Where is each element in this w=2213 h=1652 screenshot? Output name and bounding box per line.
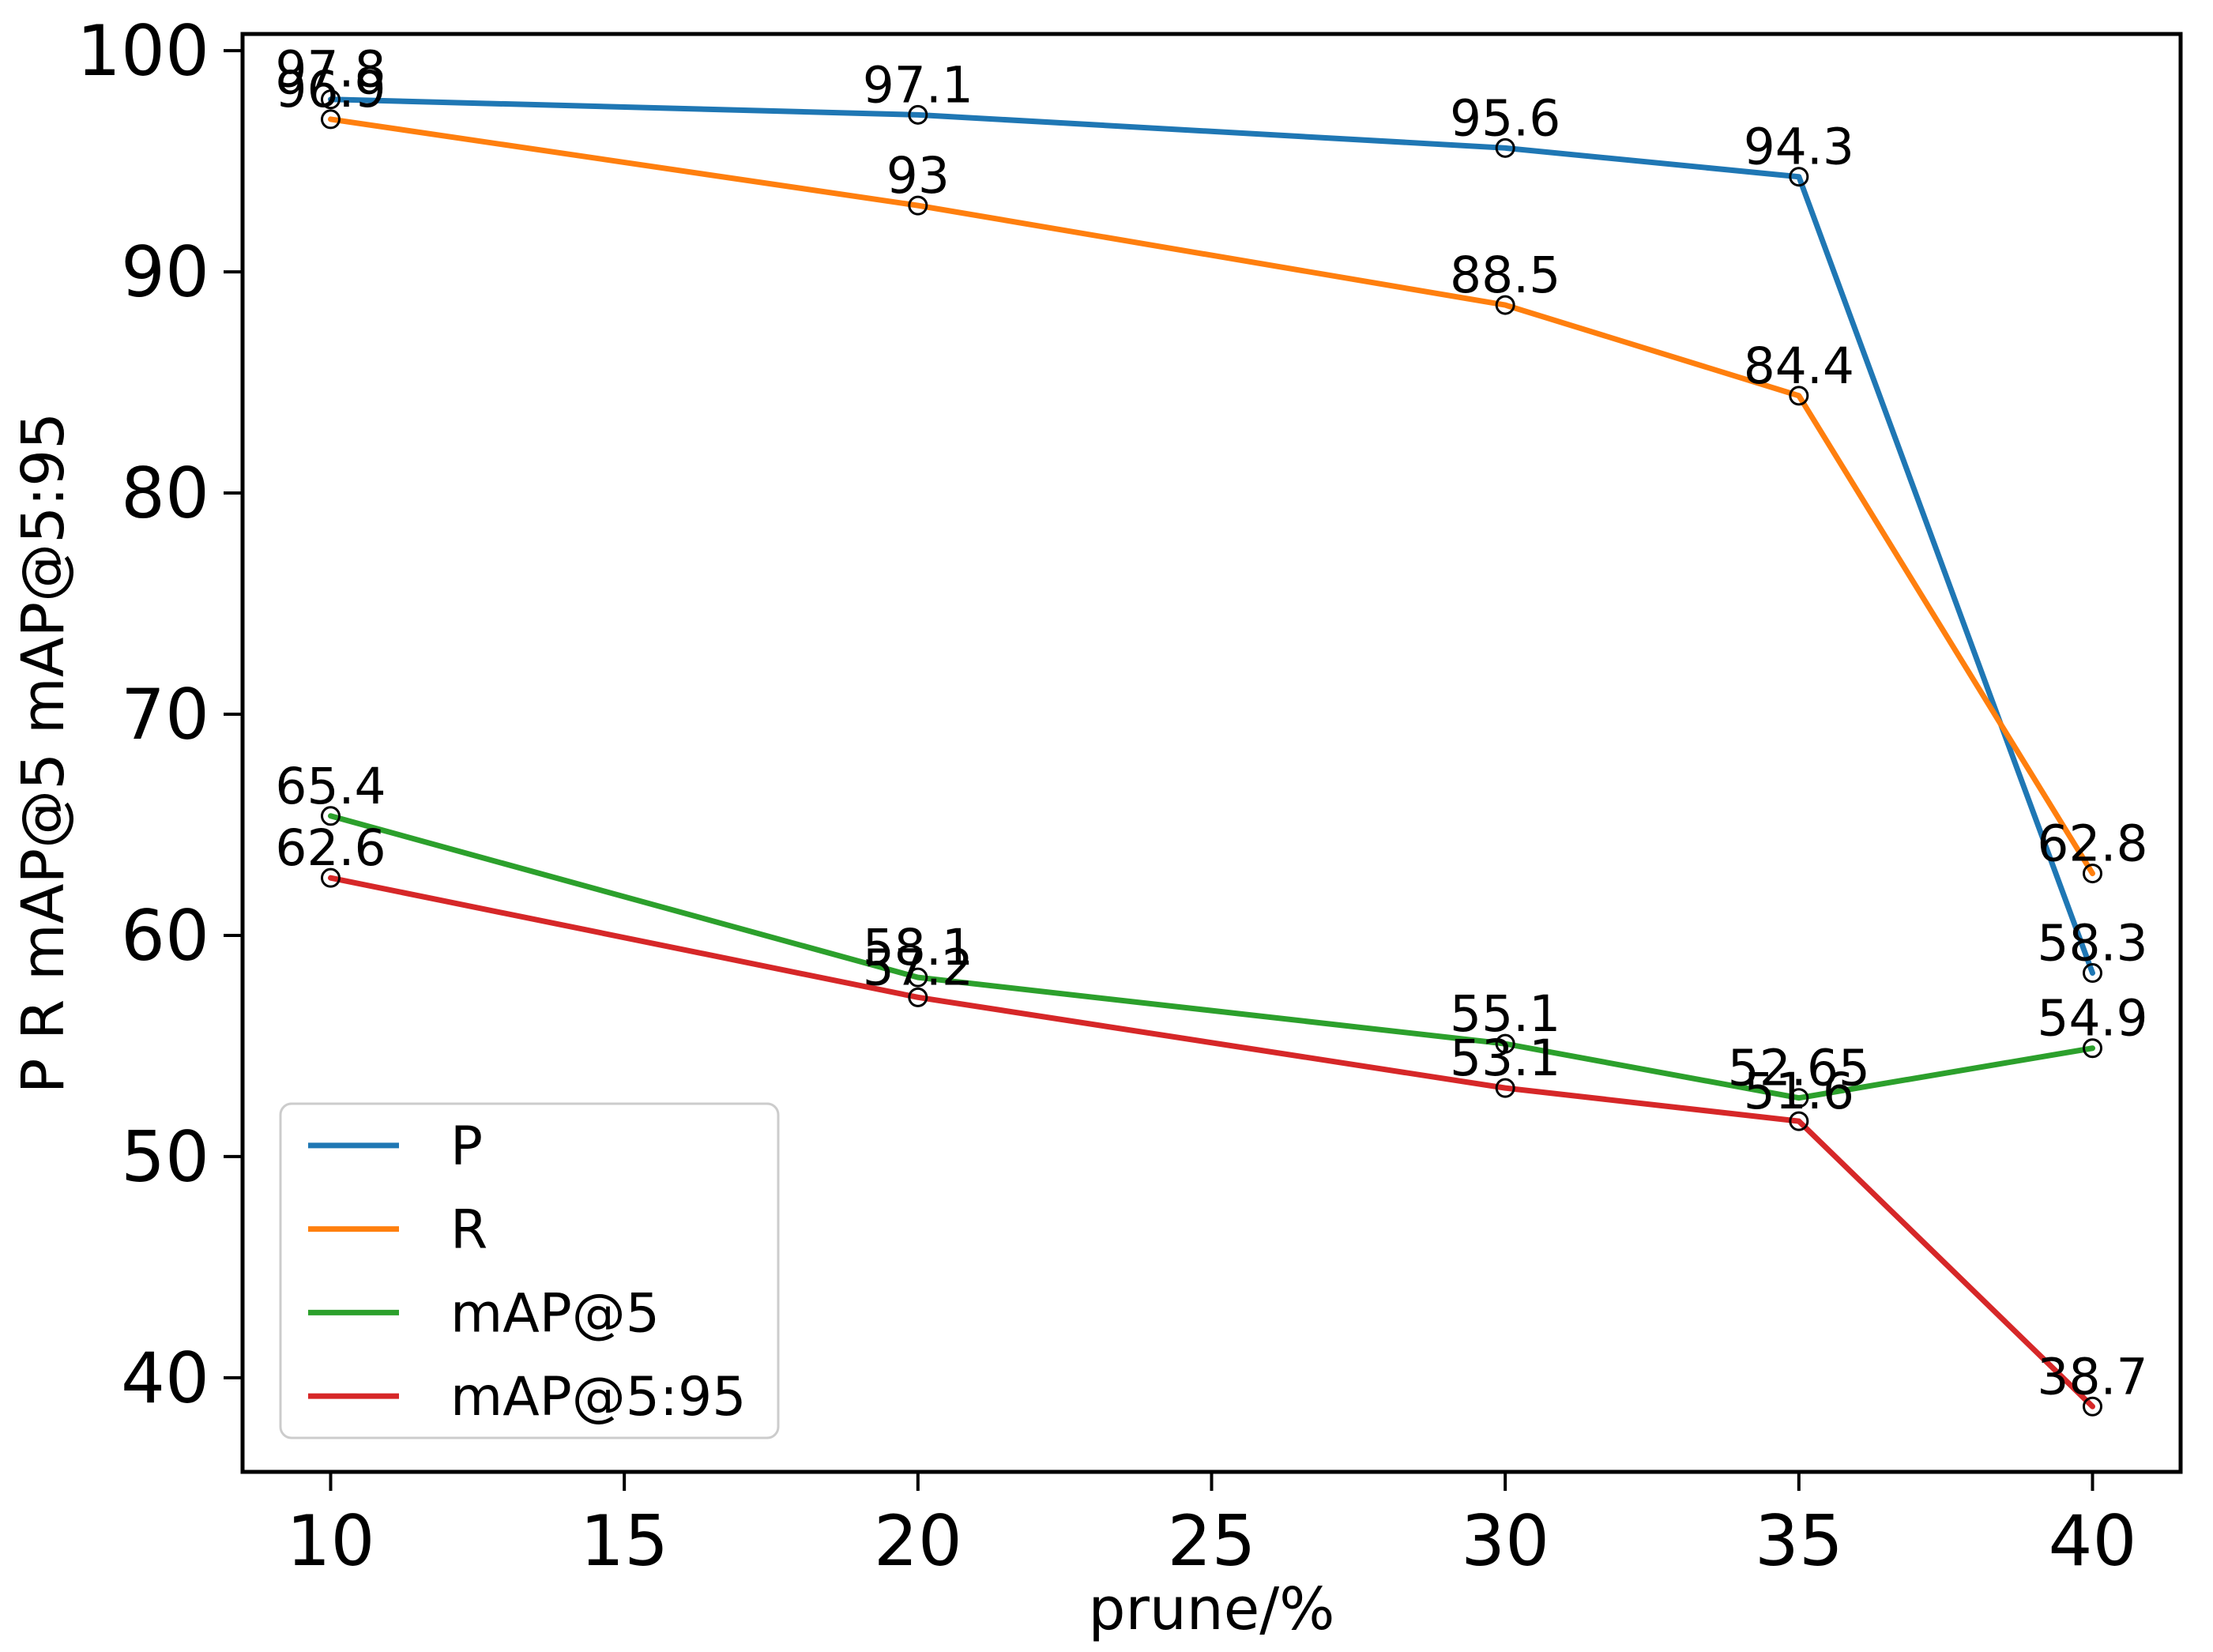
point-value-label: 96.9 bbox=[275, 61, 386, 119]
point-value-label: 97.1 bbox=[863, 56, 973, 114]
y-axis-tick-label: 40 bbox=[121, 1338, 209, 1419]
point-value-label: 58.3 bbox=[2037, 915, 2147, 973]
x-axis-tick-label: 35 bbox=[1755, 1500, 1843, 1582]
point-value-label: 97.8 bbox=[275, 41, 386, 99]
point-value-label: 52.65 bbox=[1728, 1040, 1870, 1097]
data-point-marker bbox=[321, 867, 341, 888]
point-value-label: 95.6 bbox=[1450, 89, 1560, 147]
legend-label: P bbox=[450, 1116, 483, 1178]
data-point-marker bbox=[1495, 295, 1515, 315]
point-value-labels: 97.8 97.1 95.6 94.3 58.3 96.9 93 88.5 84.4 62.8 65… bbox=[275, 41, 2147, 1406]
data-point-marker bbox=[908, 104, 928, 125]
point-value-label: 55.1 bbox=[1450, 985, 1560, 1043]
point-value-label: 51.6 bbox=[1744, 1063, 1854, 1120]
x-axis-tick-label: 20 bbox=[874, 1500, 962, 1582]
point-value-label: 62.6 bbox=[275, 819, 386, 877]
data-point-marker bbox=[2083, 963, 2102, 984]
legend-label: mAP@5 bbox=[450, 1282, 660, 1345]
y-axis-tick-label: 100 bbox=[77, 10, 209, 92]
data-point-marker bbox=[908, 987, 928, 1007]
legend-item-mAP@5:95: mAP@5:95 bbox=[308, 1366, 746, 1428]
series-line-mAP@5 bbox=[328, 813, 2095, 1101]
point-value-label: 94.3 bbox=[1744, 119, 1854, 176]
data-point-marker bbox=[2083, 1038, 2102, 1059]
legend-item-R: R bbox=[308, 1199, 487, 1262]
point-value-label: 57.2 bbox=[863, 939, 973, 996]
data-point-marker bbox=[1789, 1088, 1809, 1108]
y-axis-tick-label: 70 bbox=[121, 674, 209, 755]
data-point-marker bbox=[1495, 1033, 1515, 1054]
y-axis-tick-label: 80 bbox=[121, 453, 209, 534]
data-point-marker bbox=[321, 109, 341, 130]
series-line-mAP@5:95 bbox=[328, 875, 2095, 1409]
data-point-marker bbox=[1495, 1078, 1515, 1098]
x-axis-tick-label: 40 bbox=[2049, 1500, 2137, 1582]
axes-spines bbox=[240, 32, 2183, 1474]
series-markers bbox=[321, 89, 2102, 1417]
x-axis-title: prune/% bbox=[1089, 1575, 1335, 1643]
data-point-marker bbox=[1789, 386, 1809, 406]
point-value-label: 93 bbox=[886, 147, 950, 205]
y-axis-title: P R mAP@5 mAP@5:95 bbox=[9, 412, 77, 1094]
data-point-marker bbox=[1789, 167, 1809, 187]
axis-labels: prune/% P R mAP@5 mAP@5:95 bbox=[9, 412, 1334, 1643]
legend-label: mAP@5:95 bbox=[450, 1366, 746, 1428]
x-axis-tick-label: 10 bbox=[287, 1500, 375, 1582]
data-point-marker bbox=[908, 195, 928, 216]
point-value-label: 62.8 bbox=[2037, 815, 2147, 873]
data-point-marker bbox=[321, 806, 341, 826]
data-point-marker bbox=[1495, 137, 1515, 158]
axis-ticks: 10 15 20 25 30 35 40 40 50 60 70 80 90 100 bbox=[77, 10, 2136, 1582]
point-value-label: 84.4 bbox=[1744, 337, 1854, 395]
x-axis-tick-label: 30 bbox=[1461, 1500, 1549, 1582]
series-lines bbox=[328, 96, 2095, 1409]
data-point-marker bbox=[321, 89, 341, 110]
series-line-P bbox=[328, 96, 2095, 977]
point-value-label: 38.7 bbox=[2037, 1348, 2147, 1406]
point-value-label: 53.1 bbox=[1450, 1029, 1560, 1087]
y-axis-tick-label: 90 bbox=[121, 231, 209, 313]
point-value-label: 54.9 bbox=[2037, 990, 2147, 1048]
legend-item-mAP@5: mAP@5 bbox=[308, 1282, 660, 1345]
legend-box bbox=[279, 1102, 780, 1439]
plot-border bbox=[240, 32, 2183, 1474]
legend-item-P: P bbox=[308, 1116, 483, 1178]
data-point-marker bbox=[2083, 864, 2102, 884]
data-point-marker bbox=[908, 967, 928, 988]
y-axis-tick-label: 60 bbox=[121, 895, 209, 977]
legend-label: R bbox=[450, 1199, 487, 1262]
x-axis-tick-label: 25 bbox=[1168, 1500, 1256, 1582]
data-point-marker bbox=[1789, 1111, 1809, 1131]
point-value-label: 88.5 bbox=[1450, 246, 1560, 304]
point-value-label: 65.4 bbox=[275, 758, 386, 815]
data-point-marker bbox=[2083, 1396, 2102, 1417]
y-axis-tick-label: 50 bbox=[121, 1116, 209, 1198]
series-line-R bbox=[328, 116, 2095, 877]
x-axis-tick-label: 15 bbox=[580, 1500, 668, 1582]
point-value-label: 58.1 bbox=[863, 919, 973, 977]
